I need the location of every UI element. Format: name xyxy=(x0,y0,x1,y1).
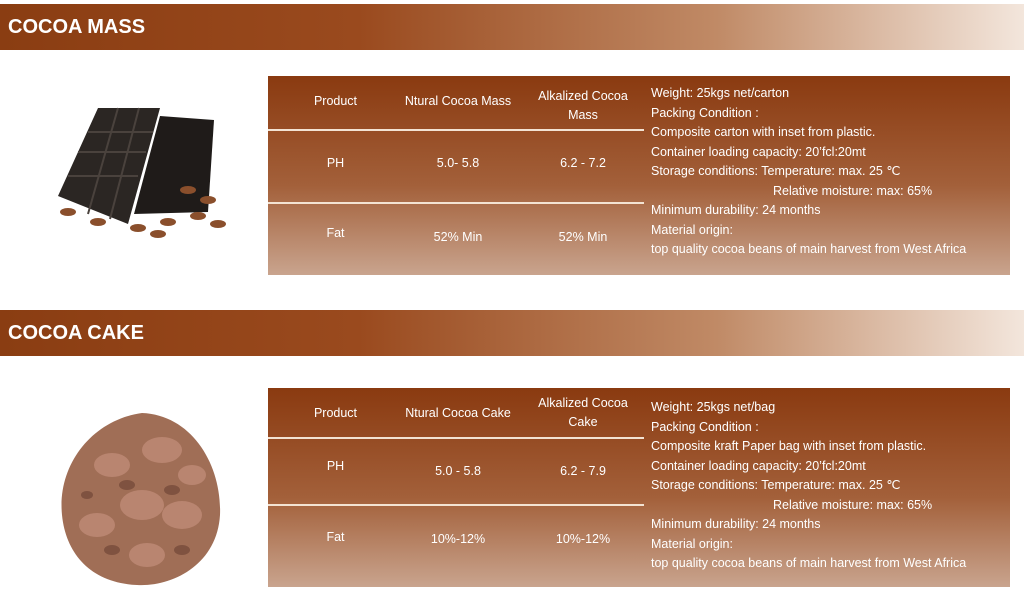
section-header-cocoa-mass: COCOA MASS xyxy=(0,4,1024,50)
info-line: Minimum durability: 24 months xyxy=(651,203,821,217)
header-alkalized: Alkalized Cocoa Mass xyxy=(538,89,628,122)
spec-panel-cocoa-cake: Product Ntural Cocoa Cake Alkalized Coco… xyxy=(268,388,1010,587)
section-header-cocoa-cake: COCOA CAKE xyxy=(0,310,1024,356)
spec-info: Weight: 25kgs net/bag Packing Condition … xyxy=(651,398,966,574)
info-line: Weight: 25kgs net/carton xyxy=(651,86,790,100)
cell-value: 10%-12% xyxy=(430,532,486,546)
info-line: Storage conditions: Temperature: max. 25… xyxy=(651,478,901,492)
info-line: Material origin: xyxy=(651,222,733,237)
info-line: Weight: 25kgs net/bag xyxy=(651,400,776,414)
header-product: Product xyxy=(313,94,358,108)
cell-value: 5.0- 5.8 xyxy=(436,156,480,170)
info-line: top quality cocoa beans of main harvest … xyxy=(651,556,967,570)
divider xyxy=(268,202,644,204)
divider xyxy=(268,437,644,439)
info-line: Packing Condition : xyxy=(651,105,759,120)
info-line: Composite kraft Paper bag with inset fro… xyxy=(651,439,927,453)
header-product: Product xyxy=(313,406,358,420)
info-line: Relative moisture: max: 65% xyxy=(773,183,933,198)
divider xyxy=(268,504,644,506)
info-line: Packing Condition : xyxy=(651,419,759,434)
row-label: Fat xyxy=(326,530,345,544)
row-label: PH xyxy=(326,459,345,473)
spec-info: Weight: 25kgs net/carton Packing Conditi… xyxy=(651,84,966,260)
header-natural: Ntural Cocoa Cake xyxy=(405,406,511,420)
info-line: top quality cocoa beans of main harvest … xyxy=(651,242,967,256)
cocoa-cake-image xyxy=(61,413,221,586)
section-title: COCOA MASS xyxy=(8,16,146,38)
cell-value: 52% Min xyxy=(558,230,608,244)
cell-value: 5.0 - 5.8 xyxy=(435,464,481,478)
row-label: Fat xyxy=(326,226,345,240)
header-alkalized: Alkalized Cocoa Cake xyxy=(538,396,628,429)
divider xyxy=(268,129,644,131)
info-line: Storage conditions: Temperature: max. 25… xyxy=(651,164,901,178)
info-line: Container loading capacity: 20’fcl:20mt xyxy=(651,144,866,159)
chocolate-bar-image xyxy=(58,107,226,238)
header-natural: Ntural Cocoa Mass xyxy=(404,94,512,108)
section-title: COCOA CAKE xyxy=(8,322,144,344)
cell-value: 10%-12% xyxy=(555,532,611,546)
info-line: Composite carton with inset from plastic… xyxy=(651,125,876,139)
cell-value: 6.2 - 7.2 xyxy=(560,156,606,170)
info-line: Container loading capacity: 20’fcl:20mt xyxy=(651,458,866,473)
info-line: Minimum durability: 24 months xyxy=(651,517,821,531)
cell-value: 6.2 - 7.9 xyxy=(560,464,606,478)
spec-panel-cocoa-mass: Product Ntural Cocoa Mass Alkalized Coco… xyxy=(268,76,1010,275)
info-line: Relative moisture: max: 65% xyxy=(773,497,933,512)
info-line: Material origin: xyxy=(651,536,733,551)
cell-value: 52% Min xyxy=(433,230,483,244)
row-label: PH xyxy=(326,156,345,170)
